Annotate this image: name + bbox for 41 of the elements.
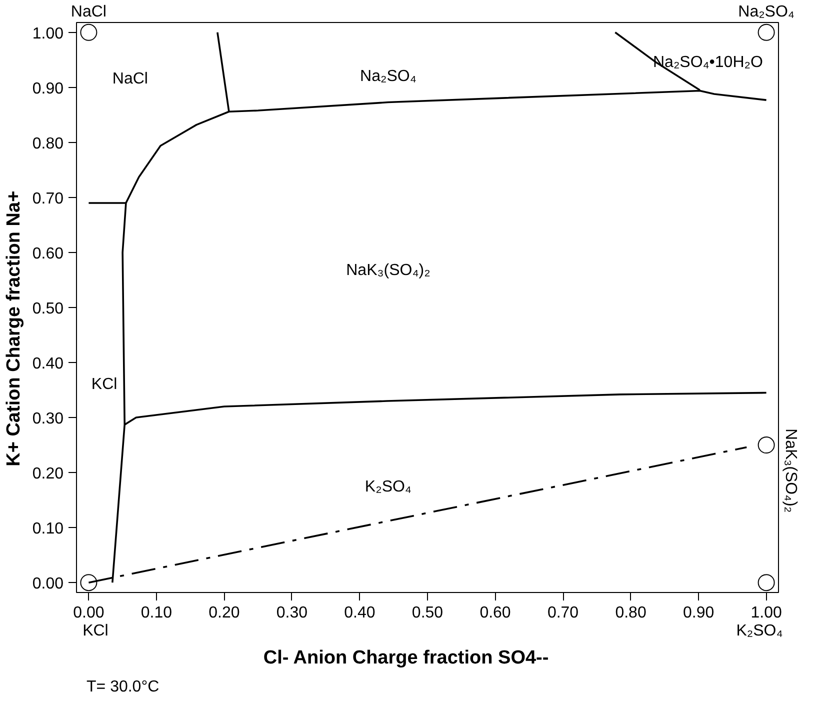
point	[758, 574, 775, 592]
y-tick-label: 0.50	[32, 300, 64, 318]
text: KCl	[82, 622, 108, 640]
x-tick-label: 0.70	[547, 604, 579, 622]
point	[758, 436, 775, 454]
annotation: Na₂SO₄	[360, 68, 416, 85]
x-axis-title: Cl- Anion Charge fraction SO4--	[263, 648, 549, 668]
text: T= 30.0°C	[86, 678, 160, 696]
text: NaK₃(SO₄)₂	[782, 428, 799, 513]
y-tick-label: 0.00	[32, 576, 64, 593]
text: NaCl	[70, 4, 106, 20]
y-tick-label: 0.80	[32, 135, 64, 152]
x-tick-label: 1.00	[750, 604, 782, 622]
x-tick-label: 0.20	[208, 604, 240, 622]
x-tick-label: 0.50	[412, 604, 444, 622]
point	[758, 24, 775, 41]
y-tick-label: 0.20	[32, 466, 64, 483]
x-tick-label: 0.10	[140, 604, 172, 622]
x-tick-label: 0.90	[682, 604, 714, 622]
x-tick-label: 0.60	[480, 604, 511, 622]
y-axis-title: K+ Cation Charge fraction Na+	[3, 190, 24, 466]
annotation: NaCl	[112, 70, 148, 88]
annotation: KCl	[91, 376, 118, 394]
y-tick-label: 0.60	[32, 245, 64, 262]
annotation: NaK₃(SO₄)₂	[346, 262, 430, 280]
y-tick-label: 0.30	[32, 410, 64, 428]
annotation: Na₂SO₄•10H₂O	[652, 54, 763, 72]
y-tick-label: 1.00	[32, 25, 64, 42]
point	[80, 574, 98, 592]
annotation: K₂SO₄	[364, 478, 412, 496]
text: K₂SO₄	[736, 622, 783, 640]
point	[80, 24, 98, 41]
x-tick-label: 0.00	[73, 604, 104, 622]
y-tick-label: 0.10	[32, 520, 64, 538]
x-tick-label: 0.80	[615, 604, 646, 622]
x-tick-label: 0.30	[276, 604, 308, 622]
x-tick-label: 0.40	[344, 604, 376, 622]
y-tick-label: 0.40	[32, 356, 64, 373]
y-tick-label: 0.90	[32, 80, 64, 98]
text: Na₂SO₄	[738, 4, 794, 20]
y-tick-label: 0.70	[32, 190, 64, 208]
